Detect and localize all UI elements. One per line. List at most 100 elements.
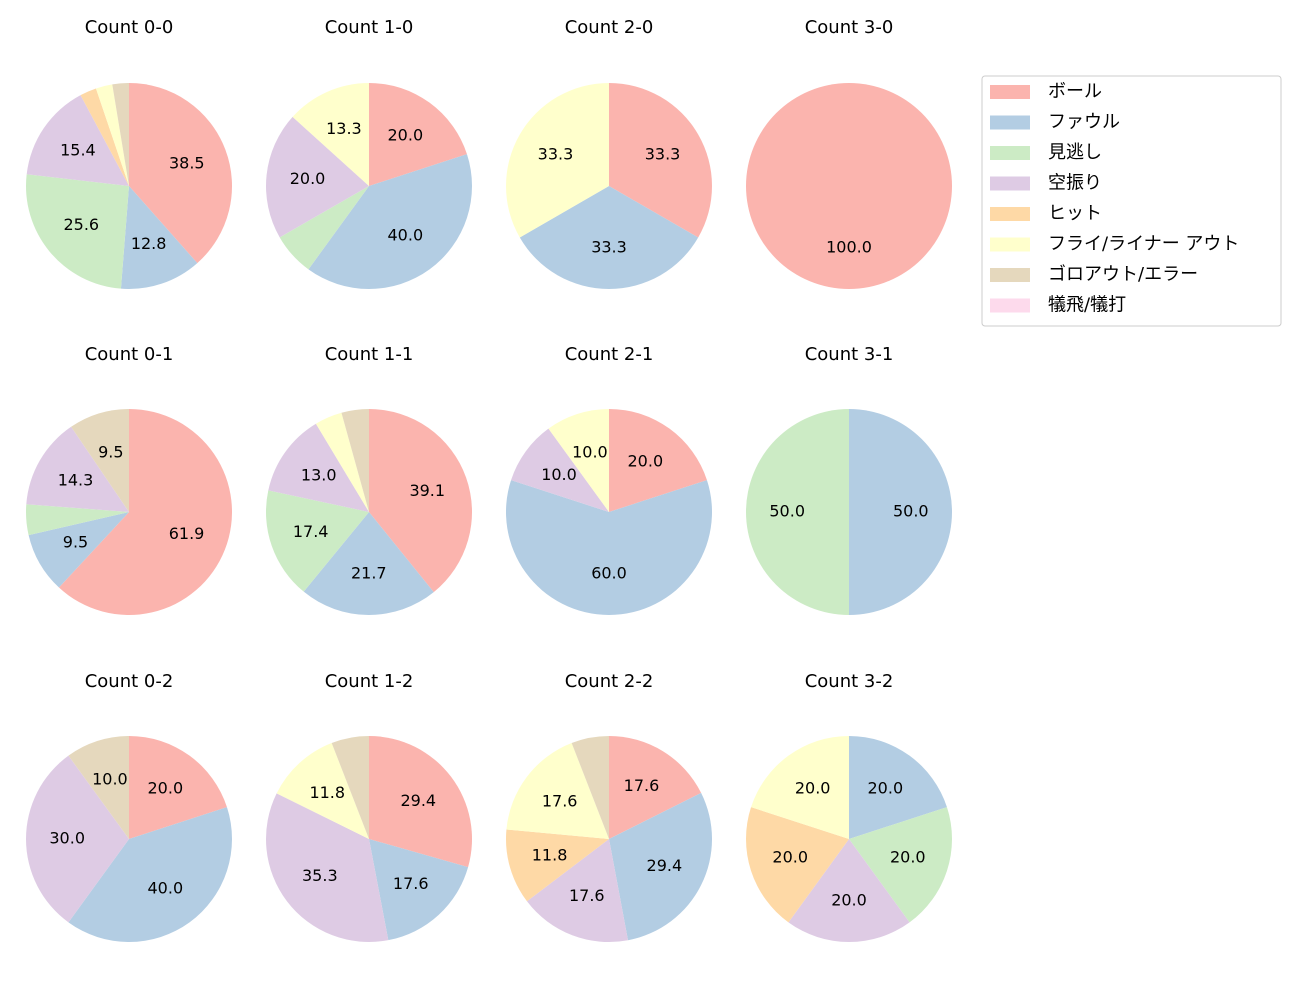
data-label: 20.0	[831, 890, 867, 909]
data-label: 33.3	[538, 145, 574, 164]
pie-slice	[266, 490, 369, 592]
data-label: 17.6	[393, 874, 429, 893]
data-label: 13.0	[301, 466, 337, 485]
legend-label: 犠飛/犠打	[1048, 295, 1126, 316]
pie-slice	[266, 116, 369, 238]
pie-slice	[751, 736, 849, 839]
pie-slice	[266, 793, 389, 942]
legend-label: フライ/ライナー アウト	[1048, 234, 1239, 255]
data-label: 10.0	[92, 770, 128, 789]
pie-slice	[25, 504, 130, 536]
legend-swatch	[990, 85, 1030, 99]
pie-slice	[788, 839, 910, 942]
pie-slice	[519, 186, 699, 289]
data-label: 9.5	[63, 532, 88, 551]
legend-label: 見逃し	[1048, 142, 1102, 163]
data-label: 17.6	[542, 791, 578, 810]
pie-slice	[71, 409, 129, 512]
pie-slice	[609, 736, 702, 839]
data-label: 30.0	[49, 829, 85, 848]
pie-slice	[95, 84, 129, 186]
pie-slice	[26, 426, 129, 512]
legend-swatch	[990, 298, 1030, 313]
pie-slice	[506, 480, 712, 616]
data-label: 50.0	[893, 502, 929, 521]
pie-slice	[548, 409, 609, 512]
pie-slice	[112, 83, 129, 186]
data-label: 21.7	[351, 563, 387, 582]
pie-slice	[26, 95, 129, 186]
legend-swatch	[990, 115, 1030, 130]
pie-slice	[303, 512, 434, 615]
legend-swatch	[990, 176, 1030, 191]
pie-slice	[331, 736, 369, 839]
legend-swatch	[990, 146, 1030, 160]
pie-slice	[746, 807, 849, 923]
chart-title: Count 3-0	[805, 17, 894, 38]
pie-slice	[68, 736, 129, 839]
data-label: 13.3	[326, 119, 362, 138]
pie-slice	[68, 807, 232, 942]
chart-title: Count 0-0	[85, 17, 174, 38]
pie-slice	[609, 409, 707, 512]
pie-slice	[80, 88, 129, 186]
pie-slice	[849, 409, 952, 615]
data-label: 20.0	[795, 779, 831, 798]
data-label: 11.8	[309, 783, 345, 802]
legend-label: ファウル	[1048, 112, 1120, 133]
pie-slice	[26, 755, 130, 923]
data-label: 10.0	[541, 465, 577, 484]
pie-slice	[369, 83, 467, 186]
pie-slice	[746, 83, 952, 289]
chart-title: Count 0-1	[85, 344, 174, 365]
chart-title: Count 2-0	[565, 17, 654, 38]
pie-slice	[279, 186, 369, 270]
pie-slice	[120, 186, 198, 289]
data-label: 33.3	[645, 145, 681, 164]
pie-slice	[369, 409, 472, 593]
pie-slice	[28, 512, 129, 588]
data-label: 33.3	[591, 237, 627, 256]
data-label: 20.0	[868, 779, 904, 798]
pie-slice	[276, 742, 369, 839]
pie-slice	[506, 829, 609, 902]
chart-title: Count 3-1	[805, 344, 894, 365]
chart-title: Count 2-1	[565, 344, 654, 365]
chart-title: Count 3-2	[805, 671, 894, 692]
data-label: 61.9	[169, 524, 205, 543]
pie-slice	[268, 423, 369, 512]
chart-title: Count 1-0	[325, 17, 414, 38]
data-label: 9.5	[98, 442, 123, 461]
pie-slice	[129, 83, 233, 264]
data-label: 20.0	[772, 848, 808, 867]
legend-label: ヒット	[1048, 203, 1102, 224]
data-label: 29.4	[400, 791, 436, 810]
legend-label: ゴロアウト/エラー	[1048, 264, 1198, 285]
data-label: 20.0	[388, 126, 424, 145]
data-label: 10.0	[572, 443, 608, 462]
pie-slice	[609, 792, 712, 941]
pie-slice	[511, 428, 609, 512]
data-label: 17.6	[569, 886, 605, 905]
chart-title: Count 1-2	[325, 671, 414, 692]
data-label: 17.6	[624, 776, 660, 795]
legend-label: 空振り	[1048, 173, 1102, 194]
pie-slice	[571, 736, 609, 839]
pie-slice	[506, 743, 609, 839]
data-label: 15.4	[60, 141, 96, 160]
data-label: 11.8	[532, 845, 568, 864]
data-label: 20.0	[890, 848, 926, 867]
data-label: 40.0	[148, 878, 184, 897]
pie-slice	[58, 409, 232, 615]
data-label: 20.0	[290, 169, 326, 188]
legend-swatch	[990, 207, 1030, 221]
data-label: 40.0	[388, 225, 424, 244]
chart-title: Count 1-1	[325, 344, 414, 365]
pie-slice	[369, 839, 469, 941]
chart-title: Count 0-2	[85, 671, 174, 692]
pie-slice	[849, 807, 952, 923]
data-label: 25.6	[63, 215, 99, 234]
legend-box	[981, 75, 1282, 327]
pie-slice	[315, 412, 369, 512]
